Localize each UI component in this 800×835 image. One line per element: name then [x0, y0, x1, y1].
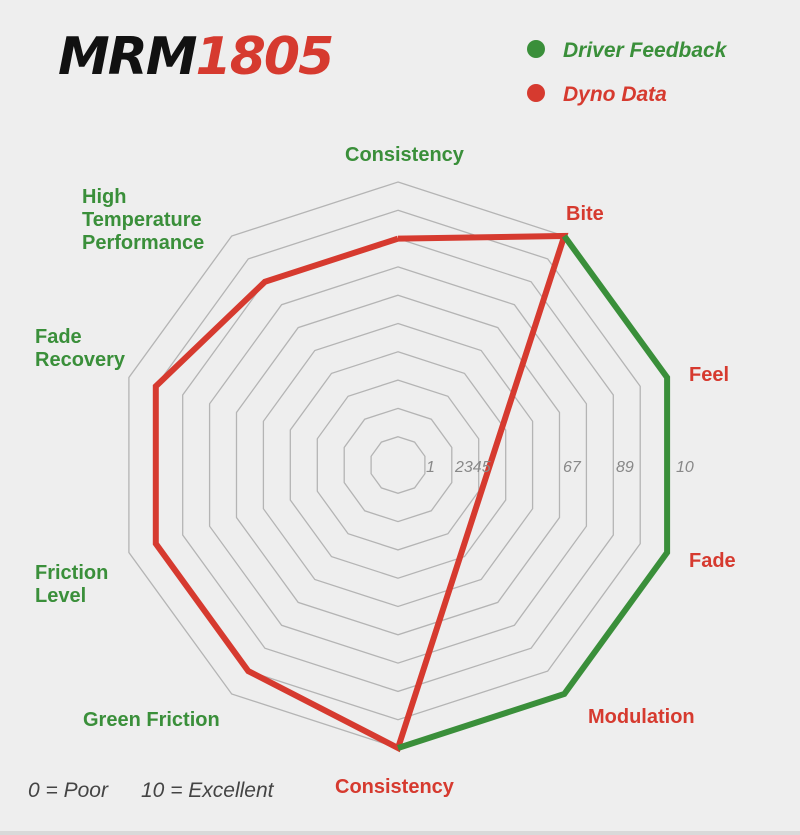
- grid-ring-5: [262, 322, 534, 608]
- legend-marker-driver-feedback: [527, 40, 545, 58]
- legend: Driver Feedback Dyno Data: [527, 39, 728, 106]
- series-line-dyno-data: [152, 232, 569, 753]
- grid-rings: [128, 181, 668, 749]
- grid-ring-8: [182, 237, 614, 693]
- logo-part1: MRM: [58, 27, 197, 87]
- axis-label-modulation: Modulation: [588, 706, 695, 728]
- grid-ring-6: [235, 294, 561, 636]
- logo: MRM1805: [58, 27, 334, 87]
- axis-label-consistency-bottom: Consistency: [335, 776, 455, 798]
- scale-note-min: 0 = Poor: [28, 779, 109, 802]
- tick-label-2345: 2345: [454, 459, 491, 476]
- axis-label-bite: Bite: [566, 203, 604, 225]
- axis-label-friction-level: Friction Level: [35, 562, 114, 607]
- grid-ring-9: [155, 209, 641, 721]
- grid-ring-3: [316, 379, 480, 551]
- footer-bar: [0, 831, 800, 835]
- svg-text:MRM1805: MRM1805: [58, 27, 332, 87]
- tick-label-67: 67: [563, 459, 582, 476]
- axis-label-fade: Fade: [689, 550, 736, 572]
- tick-label-89: 89: [616, 459, 634, 476]
- legend-label-dyno-data: Dyno Data: [563, 83, 667, 106]
- axis-label-high-temperature-performance: High Temperature Performance: [82, 186, 207, 254]
- tick-label-10: 10: [676, 459, 694, 476]
- legend-marker-dyno-data: [527, 84, 545, 102]
- scale-note-max: 10 = Excellent: [141, 779, 275, 802]
- axis-label-fade-recovery: Fade Recovery: [35, 326, 126, 371]
- scale-note: 0 = Poor 10 = Excellent: [28, 779, 275, 802]
- grid-ring-4: [289, 351, 507, 579]
- logo-part2: 1805: [196, 27, 333, 87]
- series-line-driver-feedback: [397, 234, 671, 751]
- tick-labels: 1 2345 67 89 10: [426, 459, 694, 476]
- axis-label-feel: Feel: [689, 364, 729, 386]
- axis-labels: Consistency Bite Feel Fade Modulation Co…: [35, 144, 736, 798]
- legend-label-driver-feedback: Driver Feedback: [563, 39, 728, 62]
- grid-ring-1: [370, 436, 426, 494]
- series-layer: [152, 232, 671, 753]
- grid-ring-2: [343, 407, 453, 523]
- axis-label-consistency-top: Consistency: [345, 144, 465, 166]
- grid-ring-7: [208, 266, 588, 664]
- tick-label-1: 1: [426, 459, 435, 476]
- axis-label-green-friction: Green Friction: [83, 709, 220, 731]
